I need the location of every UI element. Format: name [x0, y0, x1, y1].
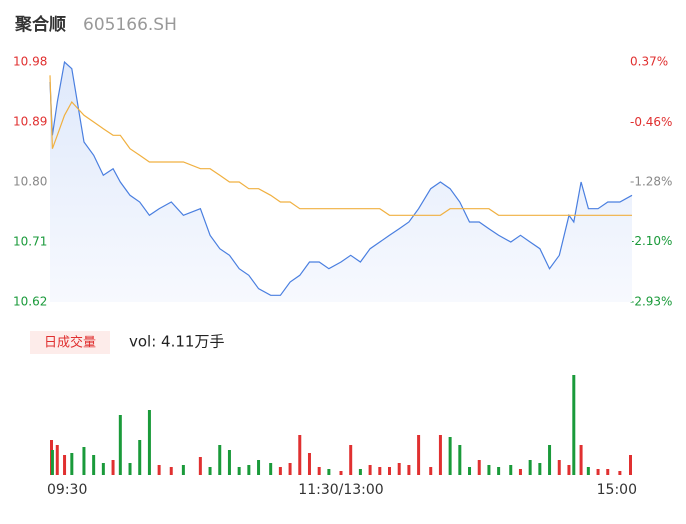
volume-bar — [429, 467, 433, 475]
y-tick-label: 10.80 — [13, 175, 47, 189]
volume-bar — [579, 445, 583, 475]
volume-bar — [317, 467, 321, 475]
y2-tick-label: -0.46% — [630, 115, 672, 129]
volume-bar — [237, 467, 241, 475]
volume-bar — [118, 415, 122, 475]
volume-bar — [596, 469, 600, 475]
volume-title: 日成交量 — [44, 335, 96, 351]
volume-bar — [438, 435, 442, 475]
volume-bar — [208, 467, 212, 475]
volume-bar — [147, 410, 151, 475]
volume-bar — [269, 463, 273, 475]
volume-bar — [378, 467, 382, 475]
volume-bar — [138, 440, 142, 475]
volume-bar — [218, 445, 222, 475]
volume-bar — [247, 465, 251, 475]
volume-bar — [518, 469, 522, 475]
volume-bar — [349, 445, 353, 475]
volume-bar — [407, 465, 411, 475]
volume-bar — [327, 469, 331, 475]
volume-bar — [397, 463, 401, 475]
volume-bar — [477, 460, 481, 475]
y-tick-label: 10.89 — [13, 115, 47, 129]
volume-bar — [181, 465, 185, 475]
volume-bar — [157, 465, 161, 475]
volume-bar — [92, 455, 96, 475]
x-tick-label: 15:00 — [597, 482, 637, 498]
volume-bar — [606, 469, 610, 475]
volume-bar — [586, 467, 590, 475]
volume-bar — [257, 460, 261, 475]
volume-bar — [417, 435, 421, 475]
volume-bar — [63, 455, 67, 475]
volume-bar — [528, 460, 532, 475]
volume-bar — [548, 445, 552, 475]
volume-bar — [448, 437, 452, 475]
volume-bar — [629, 455, 632, 475]
volume-bar — [278, 467, 282, 475]
y2-tick-label: 0.37% — [630, 55, 668, 69]
y2-tick-label: -1.28% — [630, 175, 672, 189]
volume-bar — [572, 375, 576, 475]
stock-code: 605166.SH — [83, 15, 177, 35]
volume-bar — [307, 453, 311, 475]
stock-name: 聚合顺 — [14, 14, 66, 35]
volume-bar — [82, 447, 86, 475]
volume-bar — [538, 463, 542, 475]
volume-bar — [298, 435, 302, 475]
series-line — [49, 75, 632, 216]
volume-bar — [487, 465, 491, 475]
volume-bar — [368, 465, 372, 475]
x-tick-label: 11:30/13:00 — [298, 482, 383, 498]
volume-bar — [128, 463, 132, 475]
volume-bar — [468, 467, 472, 475]
volume-bar — [339, 471, 343, 475]
volume-bar — [111, 460, 115, 475]
volume-bar — [358, 469, 362, 475]
volume-bar — [388, 467, 391, 475]
volume-bar — [458, 445, 462, 475]
volume-bar — [497, 467, 501, 475]
volume-bar — [70, 453, 74, 475]
volume-bar — [227, 450, 231, 475]
y2-tick-label: -2.93% — [630, 295, 672, 309]
y-tick-label: 10.71 — [13, 235, 47, 249]
volume-bar — [288, 463, 292, 475]
volume-badge — [30, 331, 110, 354]
volume-bar — [198, 457, 202, 475]
x-tick-label: 09:30 — [47, 482, 87, 498]
volume-bar — [55, 445, 59, 475]
volume-bar — [101, 463, 105, 475]
y2-tick-label: -2.10% — [630, 234, 672, 248]
price-area — [50, 62, 632, 302]
series-line — [49, 60, 633, 296]
y-tick-label: 10.98 — [13, 55, 47, 69]
volume-bar — [618, 471, 622, 475]
volume-bar — [169, 467, 173, 475]
volume-bar — [567, 465, 571, 475]
y-tick-label: 10.62 — [13, 295, 47, 309]
volume-bar — [509, 465, 513, 475]
volume-summary: vol: 4.11万手 — [129, 333, 224, 351]
volume-bar — [557, 460, 561, 475]
volume-bar — [50, 450, 54, 475]
